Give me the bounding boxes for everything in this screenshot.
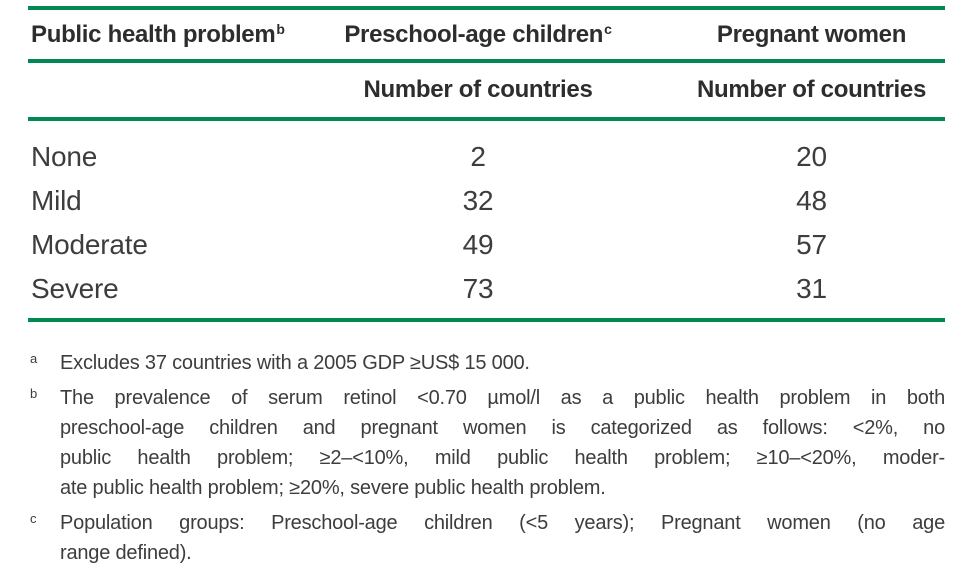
footnote-line: preschool-age children and pregnant wome… [60, 417, 945, 439]
preschool-value: 49 [462, 229, 494, 260]
row-label: Severe [31, 273, 119, 304]
row-label: Moderate [31, 229, 148, 260]
footnote-ref-b: b [276, 20, 285, 37]
footnote-line: Population groups: Preschool-age childre… [60, 512, 945, 534]
footnote-line: Excludes 37 countries with a 2005 GDP ≥U… [60, 352, 530, 374]
table-top-rule [28, 6, 945, 10]
column-header-label: Public health problem [31, 20, 276, 48]
footnote-marker-c: c [30, 511, 37, 526]
subheader-number-of-countries-preschool: Number of countries [363, 76, 593, 103]
preschool-value: 32 [462, 185, 494, 216]
pregnant-value: 48 [796, 185, 827, 216]
pregnant-value: 31 [796, 273, 827, 304]
footnote-marker-b: b [30, 386, 38, 401]
table-row: None 2 20 [28, 135, 945, 179]
pregnant-value: 57 [796, 229, 827, 260]
column-header-label: Pregnant women [716, 20, 907, 48]
footnote-b: b The prevalence of serum retinol <0.70 … [28, 383, 945, 503]
table-row: Moderate 49 57 [28, 223, 945, 267]
footnote-ref-c: c [604, 20, 612, 37]
subheader-number-of-countries-pregnant: Number of countries [697, 76, 926, 103]
column-header-public-health-problem: Public health problemb [28, 20, 285, 49]
table-row: Severe 73 31 [28, 267, 945, 311]
footnote-line: public health problem; ≥2–<10%, mild pub… [60, 447, 945, 469]
footnote-line: The prevalence of serum retinol <0.70 µm… [60, 387, 945, 409]
table-row: Mild 32 48 [28, 179, 945, 223]
table-subheader-row: Number of countries Number of countries [28, 63, 945, 117]
footnote-b-text: The prevalence of serum retinol <0.70 µm… [60, 383, 945, 503]
table-content: Public health problemb Preschool-age chi… [28, 0, 945, 568]
footnote-a: a Excludes 37 countries with a 2005 GDP … [28, 348, 945, 378]
row-label: None [31, 141, 98, 172]
table-bottom-rule [28, 318, 945, 322]
table-body: None 2 20 Mild 32 48 Moderate 49 57 Seve… [28, 121, 945, 318]
column-header-label: Preschool-age children [344, 20, 604, 48]
footnotes: a Excludes 37 countries with a 2005 GDP … [28, 348, 945, 568]
footnote-marker-a: a [30, 351, 38, 366]
table-header-rule [28, 59, 945, 63]
row-label: Mild [31, 185, 82, 216]
pregnant-value: 20 [796, 141, 827, 172]
table-header-row: Public health problemb Preschool-age chi… [28, 10, 945, 59]
footnote-c-text: Population groups: Preschool-age childre… [60, 508, 945, 568]
table-subheader-rule [28, 117, 945, 121]
footnote-c: c Population groups: Preschool-age child… [28, 508, 945, 568]
preschool-value: 73 [462, 273, 494, 304]
preschool-value: 2 [470, 141, 486, 172]
column-header-pregnant-women: Pregnant women [678, 21, 945, 49]
footnote-line: range defined). [60, 542, 192, 564]
column-header-preschool-age-children: Preschool-age childrenc [278, 21, 678, 49]
footnote-a-text: Excludes 37 countries with a 2005 GDP ≥U… [60, 348, 945, 378]
footnote-line: ate public health problem; ≥20%, severe … [60, 477, 606, 499]
